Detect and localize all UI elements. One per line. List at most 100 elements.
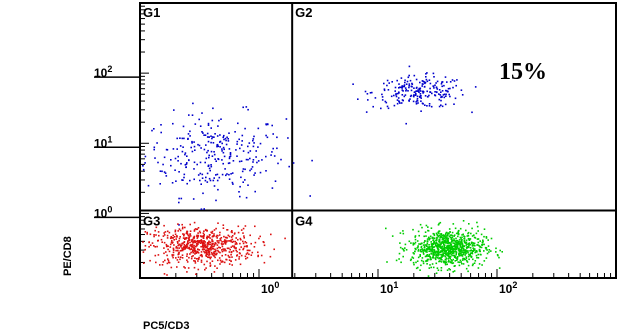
data-point-g1: [171, 182, 174, 184]
data-point-g3: [203, 245, 206, 248]
data-point-g4: [450, 251, 452, 253]
data-point-g2: [400, 86, 402, 89]
data-point-g3: [221, 245, 224, 248]
data-point-g3: [196, 234, 198, 237]
data-point-g2: [441, 81, 443, 83]
data-point-g4: [437, 269, 440, 271]
data-point-g4: [468, 253, 470, 256]
data-point-g2: [401, 86, 403, 88]
data-point-g4: [429, 256, 431, 258]
data-point-g4: [462, 220, 465, 222]
data-point-g1: [232, 183, 234, 185]
data-point-g3: [186, 242, 189, 244]
data-point-g4: [463, 245, 465, 248]
data-point-g3: [176, 247, 179, 249]
data-point-g3: [199, 231, 202, 234]
data-point-g1: [244, 168, 246, 171]
data-point-g3: [179, 250, 182, 252]
data-point-g3: [206, 236, 208, 239]
data-point-g4: [462, 257, 464, 260]
data-point-g1: [218, 176, 221, 179]
data-point-g3: [178, 228, 181, 230]
data-point-g2: [400, 102, 403, 104]
data-point-g1: [252, 145, 255, 148]
data-point-g4: [435, 256, 437, 258]
data-point-g4: [455, 248, 457, 251]
data-point-g1: [191, 142, 193, 144]
data-point-g3: [170, 266, 173, 269]
data-point-g3: [215, 235, 218, 238]
data-point-g4: [458, 264, 461, 267]
data-point-g4: [451, 260, 453, 262]
data-point-g1: [163, 171, 166, 173]
data-point-g4: [436, 247, 439, 250]
data-point-g3: [203, 263, 206, 266]
data-point-g4: [454, 227, 457, 230]
data-point-g3: [142, 241, 144, 243]
data-point-g3: [195, 245, 197, 248]
data-point-g3: [209, 243, 211, 246]
data-point-g1: [222, 136, 224, 139]
data-point-g4: [475, 254, 478, 257]
data-point-g4: [470, 232, 472, 235]
data-point-g1: [194, 123, 197, 125]
data-point-g1: [215, 199, 217, 202]
data-point-g2: [387, 89, 390, 91]
data-point-g4: [466, 243, 468, 246]
data-point-g2: [410, 94, 413, 97]
data-point-g4: [462, 253, 465, 256]
data-point-g2: [418, 87, 421, 90]
data-point-g4: [447, 254, 450, 257]
data-point-g4: [455, 241, 457, 244]
data-point-g3: [201, 255, 203, 258]
data-point-g1: [177, 155, 179, 158]
data-point-g4: [450, 243, 452, 245]
data-point-g3: [203, 243, 206, 245]
data-point-g3: [180, 245, 182, 248]
data-point-g3: [172, 251, 175, 254]
data-point-g3: [198, 240, 200, 242]
data-point-g1: [212, 107, 214, 110]
data-point-g4: [437, 248, 440, 251]
data-point-g2: [383, 88, 386, 90]
data-point-g3: [213, 233, 215, 235]
data-point-g4: [404, 243, 407, 246]
data-point-g4: [451, 252, 453, 254]
data-point-g4: [456, 257, 459, 259]
data-point-g1: [212, 142, 215, 144]
data-point-g3: [206, 247, 209, 250]
data-point-g2: [456, 79, 458, 81]
data-point-g3: [144, 245, 147, 247]
data-point-g4: [450, 241, 453, 243]
data-point-g2: [421, 102, 424, 105]
data-point-g3: [195, 273, 197, 275]
data-point-g3: [193, 237, 195, 240]
data-point-g4: [459, 246, 462, 248]
data-point-g2: [415, 101, 417, 103]
data-point-g3: [242, 248, 244, 251]
data-point-g4: [427, 230, 430, 232]
data-point-g4: [427, 226, 429, 228]
data-point-g4: [461, 254, 463, 256]
data-point-g1: [225, 143, 228, 146]
data-point-g2: [405, 122, 407, 125]
data-point-g3: [263, 241, 265, 244]
data-point-g1: [247, 145, 249, 148]
data-point-g4: [473, 249, 475, 252]
data-point-g1: [180, 162, 182, 165]
data-point-g1: [311, 159, 313, 162]
data-point-g2: [438, 89, 441, 91]
data-point-g3: [163, 232, 165, 234]
data-point-g3: [193, 249, 196, 252]
data-point-g4: [456, 245, 459, 247]
data-point-g2: [365, 111, 368, 113]
data-point-g1: [210, 135, 212, 137]
data-point-g2: [419, 90, 422, 92]
data-point-g2: [449, 87, 451, 90]
data-point-g1: [224, 168, 226, 170]
data-point-g2: [405, 88, 408, 91]
data-point-g4: [435, 242, 437, 244]
data-point-g1: [210, 164, 212, 166]
data-point-g2: [413, 94, 415, 96]
data-point-g4: [440, 256, 443, 258]
